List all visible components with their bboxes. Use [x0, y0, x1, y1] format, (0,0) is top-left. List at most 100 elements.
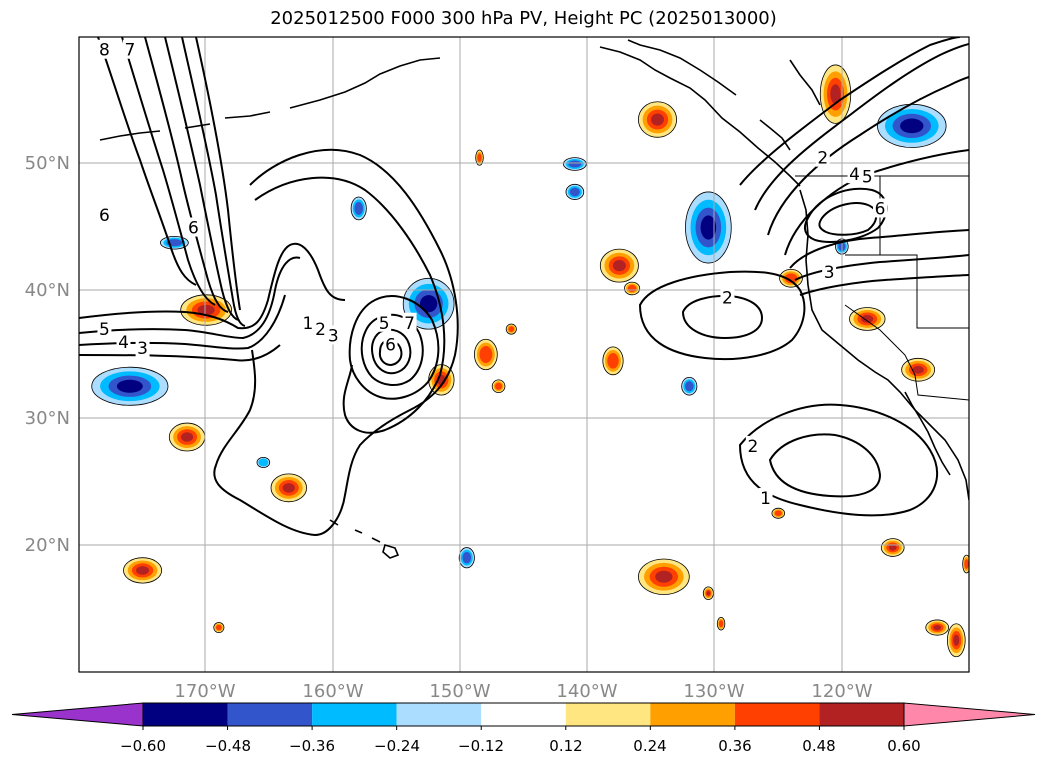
plot-frame	[78, 36, 970, 673]
political-borders	[795, 175, 969, 401]
contour-line	[818, 202, 878, 236]
contour-label: 1	[302, 314, 313, 334]
lon-label: 160°W	[302, 681, 363, 702]
pv-positive-anomaly	[491, 379, 506, 393]
contour-line	[79, 256, 301, 340]
pv-negative-anomaly	[565, 183, 585, 200]
contour-label: 7	[404, 314, 415, 334]
contour-line	[789, 229, 969, 269]
pv-negative-anomaly	[685, 191, 732, 264]
contour-line	[767, 76, 969, 236]
pv-positive-anomaly	[123, 557, 163, 584]
contour-line	[360, 313, 424, 386]
contour-label: 4	[849, 165, 860, 185]
contour-label: 2	[722, 288, 733, 308]
pv-level-fill	[354, 202, 363, 215]
contour-label-mask	[97, 319, 112, 339]
colorbar-extend-low	[11, 702, 144, 727]
pv-level-fill	[216, 624, 222, 631]
contour-label: 3	[137, 339, 148, 359]
pv-level-fill	[706, 591, 711, 596]
pv-positive-anomaly	[925, 619, 950, 636]
contour-label-mask	[186, 217, 201, 237]
pv-negative-anomaly	[256, 456, 271, 468]
contour-label-mask	[822, 261, 837, 281]
pv-level-fill	[718, 620, 724, 628]
pv-negative-anomaly	[458, 547, 475, 569]
pv-level-fill	[258, 458, 269, 467]
contour-line	[799, 274, 969, 296]
pv-level-fill	[282, 483, 295, 493]
pv-positive-anomaly	[638, 101, 677, 138]
colorbar-segment	[819, 703, 904, 726]
pv-positive-anomaly	[180, 294, 232, 326]
contour-label-mask	[402, 312, 417, 332]
contour-label: 1	[760, 489, 771, 509]
contour-label: 5	[862, 168, 873, 188]
contour-label: 8	[99, 41, 110, 61]
colorbar-tick-label: −0.24	[374, 737, 420, 755]
pv-level-fill	[477, 153, 482, 162]
colorbar-segment	[312, 703, 397, 726]
contour-line	[254, 176, 446, 434]
contour-line	[638, 270, 806, 361]
pv-negative-anomaly	[402, 277, 455, 330]
lat-label: 30°N	[25, 408, 70, 429]
pv-positive-anomaly	[602, 346, 624, 376]
colorbar-segment	[481, 703, 566, 726]
pv-level-fill	[607, 353, 619, 369]
contour-label-mask	[116, 331, 131, 351]
colorbar-segment	[396, 703, 482, 726]
contour-label-mask	[326, 325, 341, 345]
contour-label: 7	[124, 41, 135, 61]
pv-positive-anomaly	[962, 554, 969, 574]
pv-level-fill	[495, 382, 503, 390]
pv-positive-anomaly	[771, 507, 786, 519]
pv-positive-anomaly	[474, 338, 498, 371]
pv-level-fill	[479, 345, 493, 364]
pv-level-fill	[116, 379, 143, 393]
colorbar-tick-label: 0.48	[802, 737, 835, 755]
pv-level-fill	[136, 566, 150, 575]
pv-level-fill	[953, 634, 960, 646]
contour-label: 6	[188, 219, 199, 239]
contour-line	[348, 295, 440, 400]
map-title: 2025012500 F000 300 hPa PV, Height PC (2…	[270, 8, 777, 29]
pv-positive-anomaly	[702, 586, 714, 601]
contour-line	[144, 37, 229, 313]
pv-positive-anomaly	[624, 281, 641, 296]
colorbar-frame	[142, 702, 905, 727]
contour-label: 5	[99, 320, 110, 340]
pv-negative-anomaly	[877, 103, 947, 148]
contour-label: 2	[315, 320, 326, 340]
pv-negative-anomaly	[91, 366, 169, 406]
contour-label-mask	[720, 287, 735, 307]
plot-background	[79, 37, 969, 672]
contour-label-mask	[97, 204, 112, 224]
contour-label: 6	[99, 206, 110, 226]
pv-level-fill	[830, 84, 841, 105]
lat-label: 50°N	[25, 153, 70, 174]
contour-line	[121, 37, 216, 306]
colorbar-segment	[227, 703, 313, 726]
contour-line	[738, 403, 939, 517]
colorbar-extend-high	[903, 702, 1036, 727]
contour-line	[195, 37, 241, 311]
pv-level-fill	[197, 304, 215, 316]
colorbar-segment	[650, 703, 735, 726]
contour-line	[681, 294, 764, 340]
pv-positive-anomaly	[819, 64, 852, 124]
pv-positive-anomaly	[880, 538, 905, 557]
contour-line	[79, 242, 346, 330]
contour-line	[803, 187, 888, 243]
lon-label: 140°W	[556, 681, 617, 702]
contour-label-mask	[377, 312, 392, 332]
pv-level-fill	[861, 315, 874, 323]
contour-label-mask	[300, 312, 315, 332]
pv-negative-anomaly	[350, 196, 367, 221]
contour-line	[768, 433, 882, 498]
contour-label-mask	[745, 435, 760, 455]
contour-label: 6	[875, 199, 886, 219]
